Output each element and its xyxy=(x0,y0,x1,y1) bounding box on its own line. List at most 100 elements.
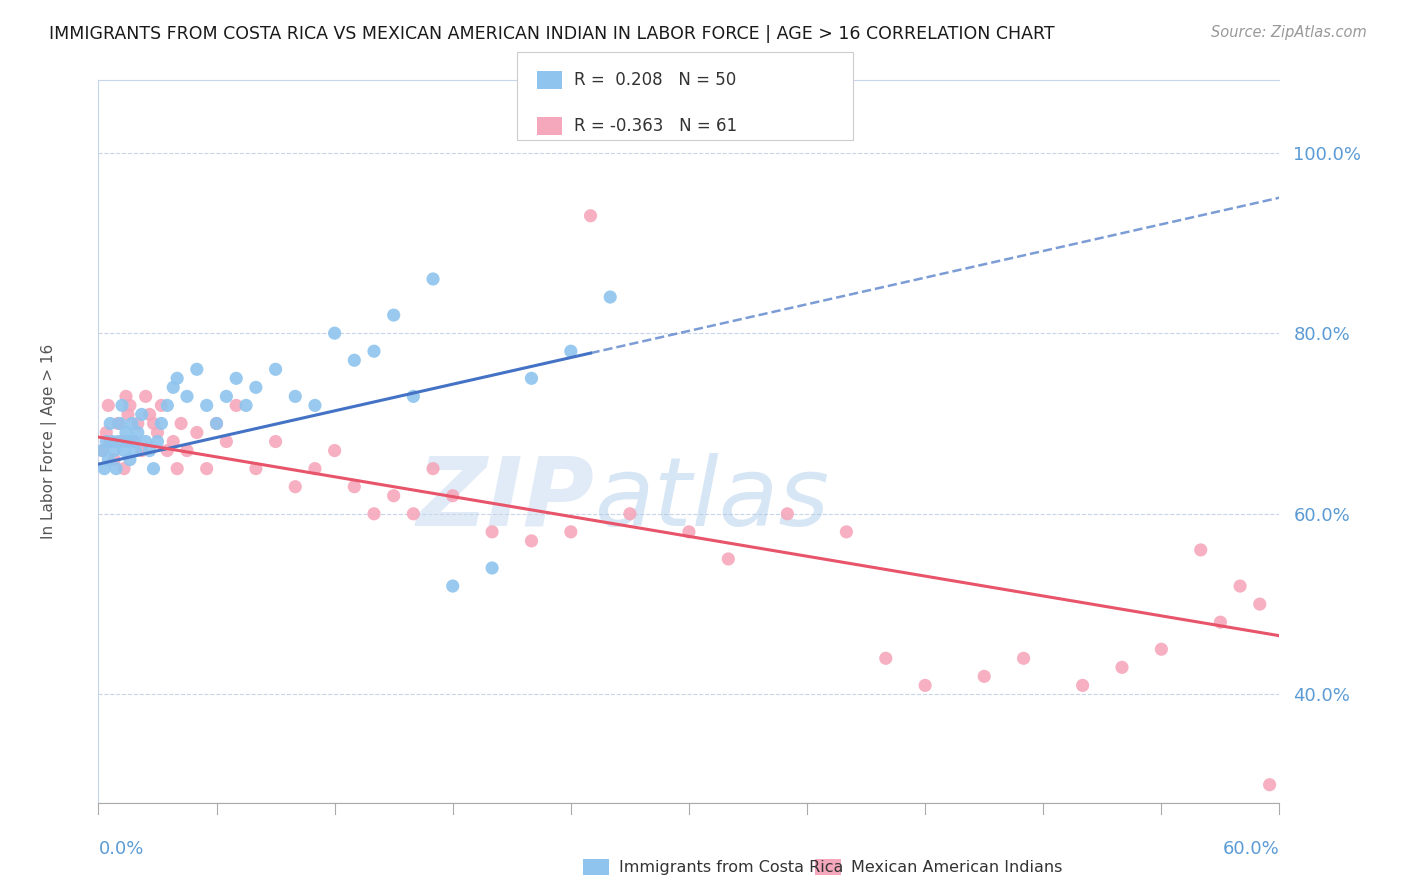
Point xyxy=(122,434,145,449)
Point xyxy=(166,461,188,475)
Point xyxy=(215,389,238,403)
Text: atlas: atlas xyxy=(595,453,830,546)
Point xyxy=(97,398,120,412)
Point xyxy=(176,443,198,458)
Point xyxy=(146,434,169,449)
Point xyxy=(127,417,149,431)
Point xyxy=(142,461,165,475)
Point xyxy=(973,669,995,683)
Point xyxy=(264,434,287,449)
Point xyxy=(125,443,148,458)
Point xyxy=(162,434,184,449)
Text: R = -0.363   N = 61: R = -0.363 N = 61 xyxy=(574,117,737,135)
Point xyxy=(520,533,543,548)
Point xyxy=(1229,579,1251,593)
Point xyxy=(363,344,385,359)
Point xyxy=(150,417,173,431)
Point xyxy=(121,417,143,431)
Point xyxy=(142,417,165,431)
Point xyxy=(245,461,267,475)
Point xyxy=(520,371,543,385)
Point xyxy=(441,579,464,593)
Point xyxy=(560,524,582,539)
Point xyxy=(343,353,366,368)
Point xyxy=(97,452,120,467)
Point xyxy=(402,507,425,521)
Point xyxy=(323,326,346,341)
Point xyxy=(131,443,153,458)
Point xyxy=(1189,542,1212,557)
Point xyxy=(176,389,198,403)
Point xyxy=(235,398,257,412)
Point xyxy=(225,398,247,412)
Point xyxy=(111,398,134,412)
Point xyxy=(481,561,503,575)
Point xyxy=(138,408,160,422)
Point xyxy=(98,417,121,431)
Point xyxy=(1209,615,1232,630)
Point xyxy=(599,290,621,304)
Point xyxy=(323,443,346,458)
Point xyxy=(111,434,134,449)
Text: IMMIGRANTS FROM COSTA RICA VS MEXICAN AMERICAN INDIAN IN LABOR FORCE | AGE > 16 : IMMIGRANTS FROM COSTA RICA VS MEXICAN AM… xyxy=(49,25,1054,43)
Point xyxy=(112,443,135,458)
Point xyxy=(150,398,173,412)
Text: Immigrants from Costa Rica: Immigrants from Costa Rica xyxy=(619,860,844,874)
Point xyxy=(118,452,141,467)
Point xyxy=(1249,597,1271,611)
Point xyxy=(1150,642,1173,657)
Point xyxy=(343,480,366,494)
Point xyxy=(117,408,139,422)
Point xyxy=(914,678,936,692)
Point xyxy=(717,552,740,566)
Point xyxy=(135,389,157,403)
Point xyxy=(560,344,582,359)
Point xyxy=(98,434,121,449)
Point xyxy=(186,425,208,440)
Point xyxy=(382,489,405,503)
Point xyxy=(363,507,385,521)
Point xyxy=(195,398,218,412)
Point xyxy=(170,417,193,431)
Point xyxy=(195,461,218,475)
Point xyxy=(1258,778,1281,792)
Point xyxy=(619,507,641,521)
Point xyxy=(131,408,153,422)
Point xyxy=(441,489,464,503)
Text: R =  0.208   N = 50: R = 0.208 N = 50 xyxy=(574,71,735,89)
Point xyxy=(284,389,307,403)
Point xyxy=(481,524,503,539)
Point xyxy=(93,461,115,475)
Point xyxy=(117,434,139,449)
Point xyxy=(107,434,129,449)
Point xyxy=(284,480,307,494)
Point xyxy=(138,443,160,458)
Point xyxy=(382,308,405,322)
Point xyxy=(215,434,238,449)
Point xyxy=(146,425,169,440)
Point xyxy=(96,425,118,440)
Text: Mexican American Indians: Mexican American Indians xyxy=(851,860,1062,874)
Point xyxy=(245,380,267,394)
Point xyxy=(205,417,228,431)
Point xyxy=(186,362,208,376)
Text: Source: ZipAtlas.com: Source: ZipAtlas.com xyxy=(1211,25,1367,40)
Point xyxy=(1071,678,1094,692)
Point xyxy=(156,443,179,458)
Point xyxy=(162,380,184,394)
Point xyxy=(135,434,157,449)
Point xyxy=(835,524,858,539)
Point xyxy=(264,362,287,376)
Point xyxy=(402,389,425,403)
Point xyxy=(118,398,141,412)
Point xyxy=(115,425,138,440)
Point xyxy=(91,443,114,458)
Text: In Labor Force | Age > 16: In Labor Force | Age > 16 xyxy=(41,344,56,539)
Point xyxy=(103,443,125,458)
Point xyxy=(91,443,114,458)
Point xyxy=(105,461,128,475)
Point xyxy=(107,417,129,431)
Point xyxy=(101,434,124,449)
Point xyxy=(776,507,799,521)
Text: 60.0%: 60.0% xyxy=(1223,840,1279,858)
